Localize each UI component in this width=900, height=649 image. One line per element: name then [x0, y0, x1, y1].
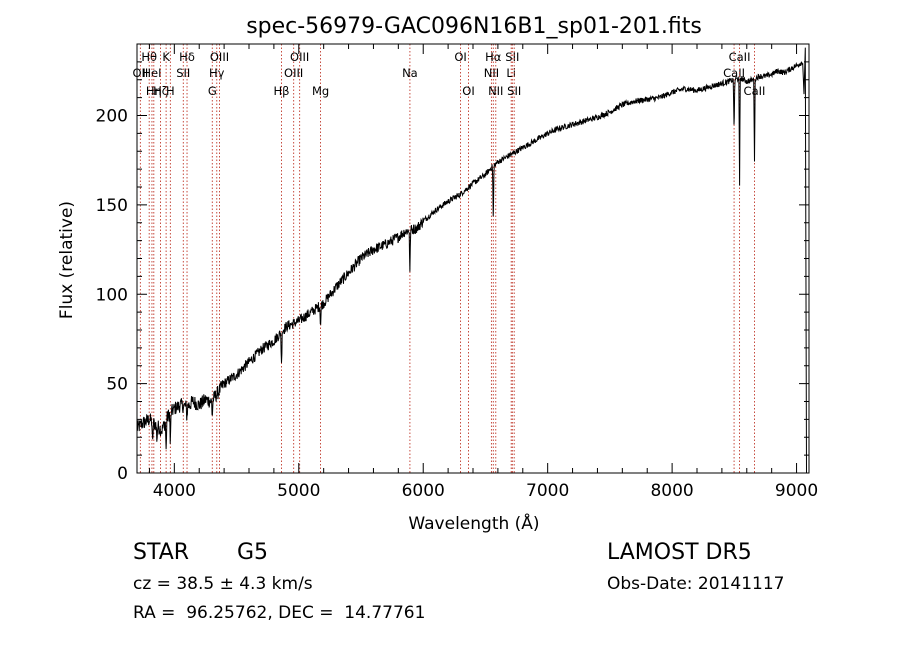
spectrum-series-line [136, 47, 807, 474]
line-label-15: Mg [312, 84, 329, 98]
x-axis-title: Wavelength (Å) [408, 512, 539, 534]
line-label-8: Hδ [179, 50, 195, 64]
x-tick-label-2: 6000 [402, 481, 445, 501]
y-tick-label-4: 200 [96, 107, 128, 127]
y-tick-label-0: 0 [117, 464, 128, 484]
line-label-24: SII [507, 84, 521, 98]
object-subclass: G5 [237, 540, 269, 565]
line-label-12: Hβ [273, 84, 289, 98]
line-label-4: Hζ [153, 84, 168, 98]
line-label-9: G [208, 84, 217, 98]
x-tick-label-4: 8000 [650, 481, 693, 501]
axis-ticks: 4000 5000 6000 7000 8000 9000 0 50 100 150 200 [96, 43, 818, 501]
x-tick-label-1: 5000 [277, 481, 320, 501]
line-label-19: NII [484, 66, 499, 80]
ra-dec-coordinates: RA = 96.25762, DEC = 14.77761 [133, 603, 426, 623]
line-label-21: NII [488, 84, 503, 98]
chart-title: spec-56979-GAC096N16B1_sp01-201.fits [246, 14, 702, 39]
line-label-14: OIII [290, 50, 309, 64]
y-axis-title: Flux (relative) [57, 201, 77, 319]
line-label-5: K [162, 50, 170, 64]
redshift-cz: cz = 38.5 ± 4.3 km/s [133, 574, 313, 594]
y-tick-label-2: 100 [96, 285, 128, 305]
line-label-1: Hθ [141, 50, 157, 64]
line-label-11: OIII [210, 50, 229, 64]
emission-line-markers: OIIHθHeIHηHζKHSIIHδGHγOIIIHβOIIIOIIIMgNa… [132, 44, 765, 473]
line-label-26: CaII [729, 50, 751, 64]
x-tick-label-5: 9000 [775, 481, 818, 501]
x-tick-label-0: 4000 [153, 481, 196, 501]
plot-frame [136, 43, 810, 474]
line-label-3: Hη [146, 84, 162, 98]
line-label-16: Na [402, 66, 418, 80]
y-tick-label-1: 50 [106, 375, 128, 395]
line-label-0: OII [132, 66, 148, 80]
object-class: STAR [133, 540, 190, 565]
line-label-20: Hα [485, 50, 502, 64]
line-label-7: SII [176, 66, 190, 80]
survey-name: LAMOST DR5 [607, 540, 752, 565]
line-label-18: OI [462, 84, 474, 98]
observation-date: Obs-Date: 20141117 [607, 574, 785, 594]
line-label-27: CaII [744, 84, 766, 98]
line-label-10: Hγ [209, 66, 225, 80]
line-label-17: OI [454, 50, 466, 64]
line-label-6: H [166, 84, 175, 98]
line-label-22: Li [506, 66, 516, 80]
y-tick-label-3: 150 [96, 196, 128, 216]
x-tick-label-3: 7000 [526, 481, 569, 501]
line-label-2: HeI [142, 66, 161, 80]
line-label-23: SII [505, 50, 519, 64]
line-label-13: OIII [284, 66, 303, 80]
